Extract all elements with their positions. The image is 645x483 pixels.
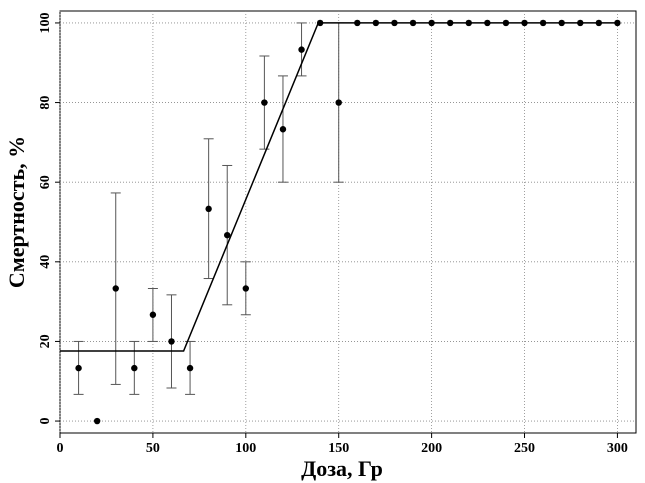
data-point [316,19,324,27]
y-axis-title: Смертность, % [4,136,29,288]
data-point [595,19,603,27]
data-point [335,99,342,106]
data-point [614,19,621,27]
plot-area [59,10,637,434]
data-point [112,285,119,292]
data-point [484,19,491,27]
axis-ticks: 0 50 100 150 200 250 300 0 20 40 60 80 100 [38,12,628,456]
data-point [391,19,398,27]
y-tick-label: 80 [38,96,53,110]
data-point [446,19,454,27]
data-point [205,205,212,213]
data-point [149,311,157,318]
data-point [577,19,584,27]
x-tick-label: 300 [607,441,628,456]
data-point [298,46,305,53]
data-point [428,19,435,27]
data-point [502,19,510,27]
data-point [372,19,380,27]
data-point [539,19,547,27]
y-tick-label: 60 [38,175,53,189]
data-point [168,338,175,345]
data-point [93,417,101,425]
x-tick-label: 100 [235,441,256,456]
data-points [75,19,621,425]
y-tick-label: 100 [38,12,53,33]
y-tick-label: 0 [38,418,53,425]
x-tick-label: 150 [328,441,349,456]
x-tick-label: 0 [57,441,64,456]
data-point [75,364,82,372]
data-point [558,19,565,27]
data-point [521,19,528,27]
x-axis-title: Доза, Гр [301,456,383,481]
data-point [354,19,361,27]
data-point [279,126,287,133]
y-tick-label: 20 [38,334,53,348]
x-tick-label: 50 [146,441,160,456]
data-point [409,19,417,27]
data-point [131,364,138,372]
data-point [224,231,231,239]
data-point [261,99,268,106]
data-point [242,285,250,292]
data-point [465,19,472,27]
x-tick-label: 250 [514,441,535,456]
data-point [186,364,194,372]
y-tick-label: 40 [38,255,53,269]
x-tick-label: 200 [421,441,442,456]
